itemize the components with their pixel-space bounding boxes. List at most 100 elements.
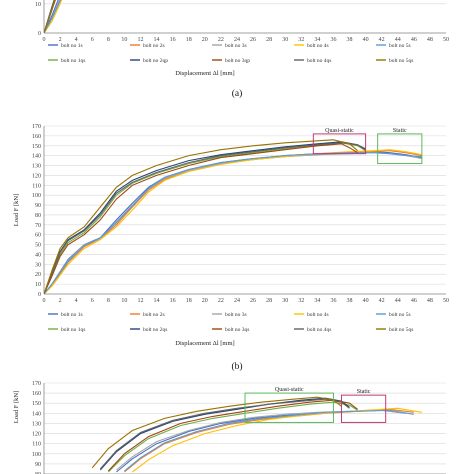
y-tick-label: 30	[35, 262, 41, 268]
x-tick-label: 6	[91, 298, 94, 304]
y-tick-label: 50	[35, 243, 41, 249]
y-tick-label: 140	[32, 154, 41, 160]
x-tick-label: 14	[154, 298, 160, 304]
annotation-static: Static	[393, 128, 407, 134]
series-line-2	[44, 150, 422, 294]
static-region-box	[340, 394, 387, 423]
x-tick-label: 40	[363, 37, 369, 43]
y-tick-label: 130	[32, 164, 41, 170]
x-tick-label: 0	[43, 298, 46, 304]
x-tick-label: 20	[202, 37, 208, 43]
x-tick-label: 36	[330, 37, 336, 43]
x-tick-label: 4	[75, 298, 78, 304]
legend-label: bolt no 4qs	[307, 327, 331, 333]
x-tick-label: 42	[379, 298, 385, 304]
series-line-9	[44, 142, 366, 294]
x-tick-label: 50	[443, 298, 449, 304]
legend-label: bolt no 2s	[143, 43, 165, 49]
x-tick-label: 50	[443, 37, 449, 43]
y-tick-label: 10	[35, 2, 41, 8]
annotation-static: Static	[357, 389, 371, 395]
y-tick-label: 130	[32, 421, 41, 427]
series-line-10	[44, 0, 56, 33]
static-region-box	[377, 133, 423, 165]
x-tick-label: 24	[234, 37, 240, 43]
y-tick-label: 120	[32, 173, 41, 179]
y-tick-label: 20	[35, 272, 41, 278]
chart-panel-b: 0102030405060708090100110120130140150160…	[13, 124, 449, 347]
series-line-7	[44, 141, 366, 294]
y-tick-label: 0	[38, 292, 41, 298]
x-tick-label: 44	[395, 37, 401, 43]
x-axis-label: Displacement Δl [mm]	[175, 70, 234, 77]
series-line-4	[44, 0, 63, 33]
annotation-quasi-static: Quasi-static	[325, 128, 354, 134]
y-tick-label: 80	[35, 213, 41, 219]
legend-label: bolt no 4s	[307, 312, 329, 318]
series-line-1	[44, 0, 59, 33]
legend-label: bolt no 4qs	[307, 58, 331, 64]
y-tick-label: 150	[32, 144, 41, 150]
y-tick-label: 110	[32, 183, 41, 189]
y-tick-label: 100	[32, 452, 41, 458]
x-tick-label: 22	[218, 37, 224, 43]
series-line-10	[91, 396, 342, 469]
y-tick-label: 110	[32, 442, 41, 448]
y-tick-label: 90	[35, 462, 41, 468]
y-tick-label: 170	[32, 124, 41, 130]
legend-label: bolt no 2s	[143, 312, 165, 318]
series-line-9	[99, 398, 350, 470]
x-tick-label: 46	[411, 298, 417, 304]
series-line-8	[107, 399, 358, 472]
x-tick-label: 8	[107, 298, 110, 304]
x-tick-label: 6	[91, 37, 94, 43]
y-tick-label: 90	[35, 203, 41, 209]
x-tick-label: 38	[347, 298, 353, 304]
x-tick-label: 18	[186, 37, 192, 43]
legend-label: bolt no 5s	[389, 43, 411, 49]
legend-label: bolt no 1qs	[61, 58, 85, 64]
quasi-static-region-box	[244, 392, 334, 423]
legend-label: bolt no 3qs	[225, 327, 249, 333]
series-line-8	[44, 143, 358, 294]
caption-b: (b)	[231, 361, 242, 372]
series-line-5	[44, 0, 62, 33]
series-line-4	[132, 407, 422, 473]
x-tick-label: 24	[234, 298, 240, 304]
x-tick-label: 34	[314, 37, 320, 43]
x-tick-label: 30	[282, 298, 288, 304]
series-line-1	[44, 151, 422, 294]
x-tick-label: 46	[411, 37, 417, 43]
quasi-static-region-box	[312, 133, 367, 155]
x-tick-label: 30	[282, 37, 288, 43]
x-tick-label: 16	[170, 37, 176, 43]
x-tick-label: 4	[75, 37, 78, 43]
y-tick-label: 40	[35, 252, 41, 258]
y-tick-label: 150	[32, 401, 41, 407]
series-line-3	[44, 152, 423, 294]
x-tick-label: 20	[202, 298, 208, 304]
y-tick-label: 160	[32, 134, 41, 140]
legend-label: bolt no 3s	[225, 312, 247, 318]
legend-label: bolt no 1s	[61, 312, 83, 318]
y-tick-label: 120	[32, 432, 41, 438]
x-tick-label: 2	[59, 298, 62, 304]
y-tick-label: 60	[35, 233, 41, 239]
x-tick-label: 26	[250, 298, 256, 304]
series-line-5	[44, 152, 422, 294]
series-line-5	[124, 409, 414, 472]
legend-label: bolt no 2qp	[143, 58, 168, 64]
chart-panel-c: 80 90 100 110 120 130 140 150 160 170 Load F [kN] Q…	[13, 381, 446, 474]
y-tick-label: 70	[35, 223, 41, 229]
x-tick-label: 8	[107, 37, 110, 43]
legend-label: bolt no 1s	[61, 43, 83, 49]
legend-label: bolt no 5qs	[389, 58, 413, 64]
series-line-4	[44, 149, 423, 294]
y-tick-label: 10	[35, 282, 41, 288]
annotation-quasi-static: Quasi-static	[275, 387, 304, 393]
y-tick-label: 170	[32, 381, 41, 387]
y-tick-label: 80	[35, 472, 41, 474]
legend-label: bolt no 1qs	[61, 327, 85, 333]
